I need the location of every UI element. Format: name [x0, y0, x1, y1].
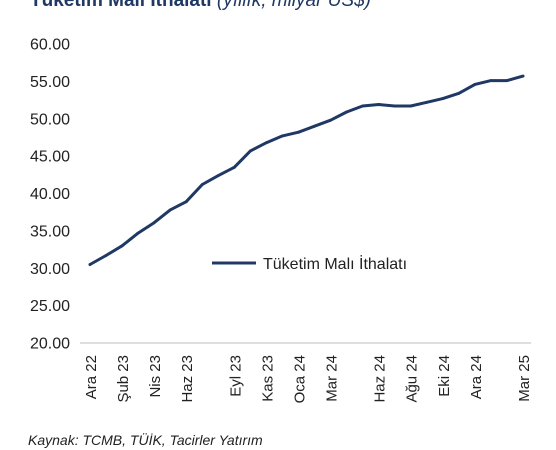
data-point: [88, 263, 92, 266]
data-point: [152, 221, 156, 225]
x-tick-label: Eki 24: [436, 355, 453, 397]
x-tick-label: Haz 23: [179, 355, 196, 403]
x-tick-label: Şub 23: [115, 355, 132, 403]
data-point: [425, 100, 429, 104]
data-point: [168, 208, 172, 212]
series-layer: [88, 74, 525, 266]
data-point: [441, 97, 445, 100]
y-tick-label: 60.00: [30, 37, 70, 54]
data-point: [232, 165, 236, 169]
x-tick-label: Mar 24: [324, 355, 341, 402]
data-point: [329, 118, 332, 122]
x-tick-label: Ağu 24: [404, 355, 421, 403]
y-tick-label: 35.00: [30, 223, 70, 240]
data-point: [265, 141, 268, 145]
data-point: [297, 130, 300, 134]
data-point: [521, 74, 525, 78]
data-point: [281, 134, 284, 138]
data-point: [489, 79, 493, 83]
data-point: [216, 174, 220, 177]
data-point: [313, 124, 316, 128]
data-point: [136, 231, 140, 235]
x-tick-label: Nis 23: [147, 355, 164, 398]
y-tick-label: 55.00: [30, 74, 70, 91]
source-note: Kaynak: TCMB, TÜİK, Tacirler Yatırım: [28, 432, 263, 448]
y-tick-label: 30.00: [30, 261, 70, 278]
chart-title: Tüketim Malı İthalatı (yıllık, milyar US…: [30, 0, 371, 12]
data-point: [248, 149, 252, 153]
data-point: [473, 82, 477, 86]
legend-label: Tüketim Malı İthalatı: [263, 254, 407, 273]
data-point: [345, 110, 348, 114]
y-tick-label: 45.00: [30, 149, 70, 166]
data-point: [393, 104, 397, 108]
x-tick-label: Eyl 23: [227, 355, 244, 397]
y-tick-label: 40.00: [30, 186, 70, 203]
legend: Tüketim Malı İthalatı: [212, 254, 407, 273]
data-point: [120, 244, 124, 248]
data-point: [104, 254, 108, 257]
y-tick-label: 50.00: [30, 111, 70, 128]
data-point: [409, 104, 413, 108]
x-axis: Ara 22 Şub 23 Nis 23 Haz 23 Eyl 23 Kas 23 Oca …: [80, 342, 533, 403]
data-point: [377, 103, 381, 106]
line-chart: 20.00 25.00 30.00 35.00 40.00 45.00 50.00 55.00…: [30, 37, 533, 404]
data-point: [184, 200, 188, 204]
x-tick-label: Haz 24: [372, 355, 389, 403]
x-tick-label: Oca 24: [291, 355, 308, 403]
data-point: [505, 79, 509, 83]
x-tick-label: Kas 23: [259, 355, 276, 402]
series-line: [88, 74, 525, 266]
x-tick-label: Ara 24: [468, 355, 485, 399]
data-point: [457, 91, 461, 95]
y-axis: 20.00 25.00 30.00 35.00 40.00 45.00 50.00 55.00…: [30, 37, 70, 353]
x-tick-label: Mar 25: [516, 355, 533, 402]
data-point: [361, 104, 365, 108]
chart-title-unit: (yıllık, milyar US$): [216, 0, 371, 11]
y-tick-label: 20.00: [30, 336, 70, 353]
y-tick-label: 25.00: [30, 298, 70, 315]
x-tick-label: Ara 22: [83, 355, 100, 399]
chart-title-main: Tüketim Malı İthalatı: [30, 0, 212, 11]
data-point: [200, 183, 204, 186]
